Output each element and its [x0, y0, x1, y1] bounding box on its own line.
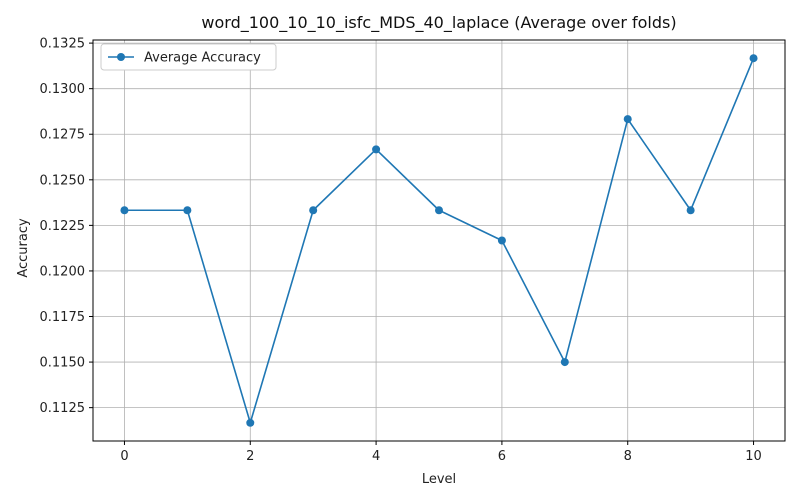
x-axis-label: Level: [422, 472, 456, 487]
data-point: [749, 54, 758, 63]
data-point: [309, 206, 318, 215]
axes: [89, 39, 786, 445]
y-tick-label: 0.1150: [40, 356, 86, 371]
y-tick-label: 0.1125: [40, 401, 86, 416]
tick-labels: 0 2 4 6 8 10 0.1125 0.1150 0.1175 0.1200 0.1225 0.1…: [40, 37, 762, 464]
y-tick-label: 0.1275: [40, 128, 86, 143]
legend-label: Average Accuracy: [144, 51, 261, 66]
y-tick-label: 0.1300: [40, 82, 86, 97]
x-tick-label: 2: [246, 449, 254, 464]
legend: Average Accuracy: [100, 43, 277, 71]
x-tick-label: 6: [498, 449, 506, 464]
data-point: [560, 358, 569, 367]
legend-box: [100, 43, 277, 71]
plot-frame: [92, 39, 786, 442]
y-tick-label: 0.1325: [40, 37, 86, 52]
y-tick-label: 0.1250: [40, 173, 86, 188]
chart-title: word_100_10_10_isfc_MDS_40_laplace (Aver…: [201, 13, 676, 33]
legend-marker: [117, 53, 125, 61]
grid: [93, 40, 785, 441]
data-point: [246, 418, 255, 427]
data-point: [686, 206, 695, 215]
x-tick-label: 4: [372, 449, 380, 464]
data-point: [183, 206, 192, 215]
y-tick-label: 0.1200: [40, 264, 86, 279]
x-tick-label: 10: [745, 449, 762, 464]
data-point: [120, 206, 129, 215]
data-point: [435, 206, 443, 215]
y-tick-label: 0.1175: [40, 310, 86, 325]
y-tick-label: 0.1225: [40, 219, 86, 234]
series-layer: [120, 54, 758, 427]
data-point: [372, 145, 381, 154]
x-tick-label: 0: [120, 449, 128, 464]
data-point: [623, 115, 632, 124]
y-axis-label: Accuracy: [16, 218, 31, 278]
x-tick-label: 8: [624, 449, 632, 464]
data-point: [497, 236, 506, 245]
